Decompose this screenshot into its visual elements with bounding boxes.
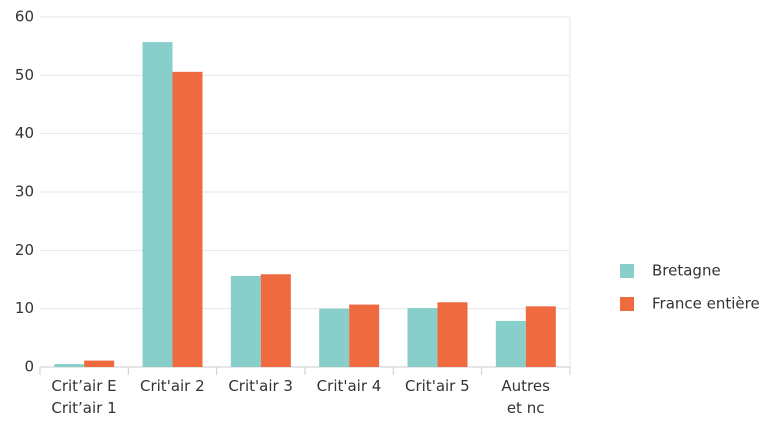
x-tick-label: Crit'air 4 — [316, 377, 382, 395]
bar — [319, 308, 350, 367]
y-tick-label: 10 — [15, 299, 34, 317]
bar — [437, 302, 468, 367]
bar — [349, 304, 380, 367]
y-tick-label: 40 — [15, 124, 34, 142]
y-tick-label: 50 — [15, 66, 34, 84]
x-tick-label: Crit'air 2 — [140, 377, 205, 395]
y-tick-label: 30 — [15, 183, 34, 201]
legend-label: Bretagne — [652, 262, 721, 280]
bar — [54, 364, 85, 367]
y-tick-label: 60 — [15, 8, 34, 26]
x-tick-label: Crit'air 5 — [405, 377, 470, 395]
bar — [407, 308, 438, 367]
bar — [495, 320, 526, 367]
bar — [525, 306, 556, 367]
bar — [172, 71, 203, 367]
x-tick-label: Autres et nc — [501, 377, 550, 417]
bar — [142, 42, 173, 367]
bar — [84, 360, 115, 367]
legend-label: France entière — [652, 295, 760, 313]
y-tick-label: 20 — [15, 241, 34, 259]
bar — [230, 276, 261, 367]
legend-swatch — [620, 264, 634, 278]
x-tick-label: Crit’air E Crit’air 1 — [51, 377, 117, 417]
legend-swatch — [620, 297, 634, 311]
y-tick-label: 0 — [24, 358, 34, 376]
bar — [260, 274, 291, 367]
x-tick-label: Crit'air 3 — [228, 377, 293, 395]
